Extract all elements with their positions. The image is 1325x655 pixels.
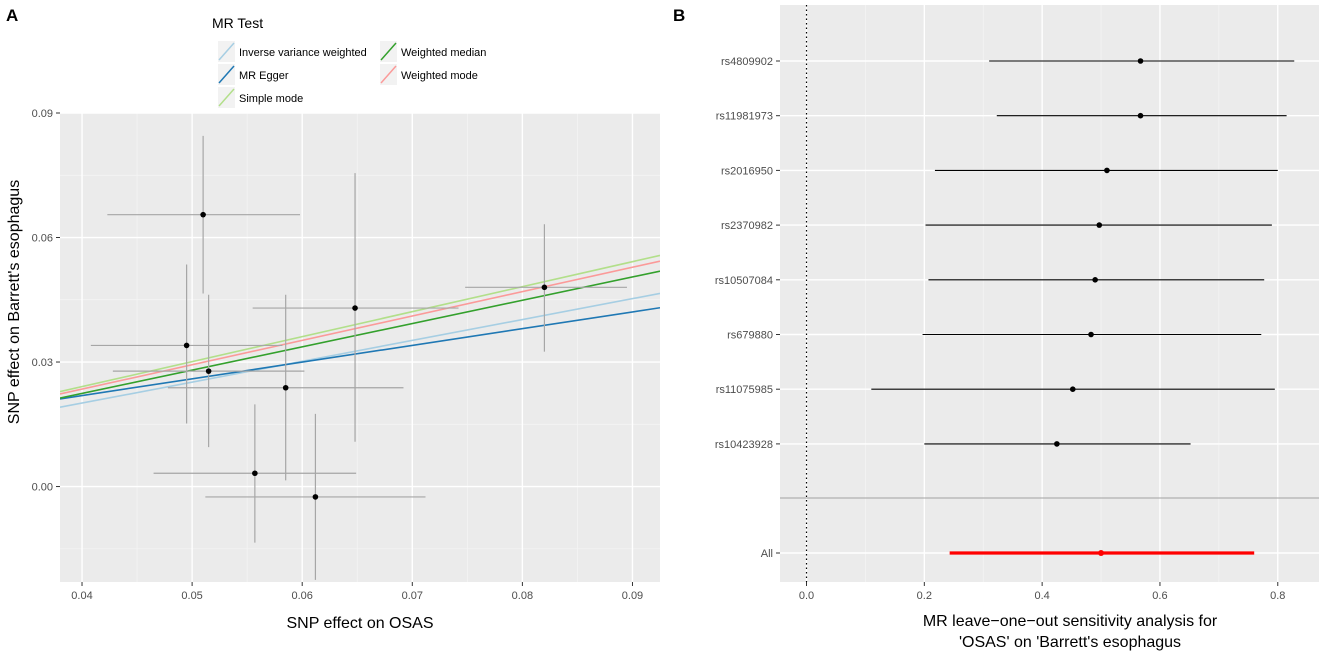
data-point [183,342,190,349]
y-tick-label: 0.06 [32,233,53,245]
row-label: rs10423928 [715,439,773,451]
x-axis-title-a: SNP effect on OSAS [286,615,433,632]
x-axis-ticks-b: 0.0 0.2 0.4 0.6 0.8 [799,582,1285,602]
estimate-point [1054,441,1060,447]
plot-panel-b [780,5,1319,582]
legend-title: MR Test [212,15,263,31]
legend-swatch-weighted-mode [380,65,397,84]
x-tick-label: 0.05 [181,590,202,602]
row-label-all: All [761,548,773,560]
legend-swatch-inverse-variance-weighted [218,42,235,61]
line-weighted-mode [60,260,660,395]
legend-items: Inverse variance weighted MR Egger Simple … [218,41,486,108]
row-label: rs2016950 [721,165,773,177]
regression-lines [60,254,660,408]
line-group [60,254,660,408]
estimate-point [1137,112,1144,119]
legend-swatch-mr-egger [218,65,235,84]
line-weighted-median [60,270,660,399]
line-mr-egger [60,306,660,400]
legend-label-mr-egger: MR Egger [239,70,289,82]
y-axis-title-a: SNP effect on Barrett's esophagus [6,180,23,424]
x-tick-label: 0.0 [799,590,814,602]
panel-b-label: B [673,6,685,25]
legend-swatch-weighted-median [380,42,397,61]
y-tick-label: 0.03 [32,357,53,369]
x-tick-label: 0.6 [1152,590,1167,602]
legend-label-inverse-variance-weighted: Inverse variance weighted [239,47,367,59]
row-label: rs11981973 [716,111,773,123]
x-tick-label: 0.08 [512,590,533,602]
data-point [282,384,289,391]
legend-label-simple-mode: Simple mode [239,93,303,105]
row-label: rs2370982 [721,220,773,232]
y-tick-label: 0.00 [32,482,53,494]
overall-estimate-point [1098,550,1105,556]
data-point [200,211,206,218]
x-tick-label: 0.09 [622,590,643,602]
estimate-point [1104,167,1110,174]
row-label: rs679880 [727,330,773,342]
legend-label-weighted-mode: Weighted mode [401,70,478,82]
legend-label-weighted-median: Weighted median [401,47,486,59]
data-point [252,470,258,477]
y-tick-label: 0.09 [32,108,53,120]
plot-panel-a [60,113,660,582]
estimate-point [1092,277,1098,283]
data-point [205,368,212,374]
estimate-point [1069,386,1076,393]
row-label: rs4809902 [721,56,773,68]
legend: MR Test Inverse variance weighted MR Egge… [212,15,486,108]
x-tick-label: 0.07 [402,590,423,602]
x-tick-label: 0.2 [917,590,932,602]
panel-a-label: A [6,6,18,25]
row-label: rs10507084 [715,275,773,287]
x-tick-label: 0.4 [1034,590,1049,602]
row-label: rs11075985 [716,384,773,396]
x-axis-title-b-line2: 'OSAS' on 'Barrett's esophagus [959,634,1181,651]
panel-b: B rs4809902rs11981973rs2016950rs2370982r… [673,5,1319,651]
x-tick-label: 0.04 [71,590,92,602]
y-axis-ticks-a: 0.00 0.03 0.06 0.09 [32,108,60,494]
estimate-point [1096,222,1103,228]
x-axis-ticks-a: 0.04 0.05 0.06 0.07 0.08 0.09 [71,582,643,602]
x-axis-title-b-line1: MR leave−one−out sensitivity analysis fo… [923,613,1218,630]
panel-a: A MR Test Inverse variance weighted MR Eg… [6,6,660,632]
estimate-point [1137,58,1144,64]
x-tick-label: 0.06 [291,590,312,602]
data-point [352,305,358,311]
estimate-point [1088,331,1094,338]
data-point [312,494,319,500]
line-simple-mode [60,254,660,393]
legend-swatch-simple-mode [218,88,235,107]
forest-rows [871,58,1295,556]
data-point [541,284,548,291]
grid-a [60,112,660,582]
row-labels: rs4809902 rs11981973 rs2016950 rs2370982 rs1… [715,56,780,560]
x-tick-label: 0.8 [1270,590,1285,602]
data-points-a [183,211,548,500]
line-inverse-variance-weighted [60,292,660,408]
